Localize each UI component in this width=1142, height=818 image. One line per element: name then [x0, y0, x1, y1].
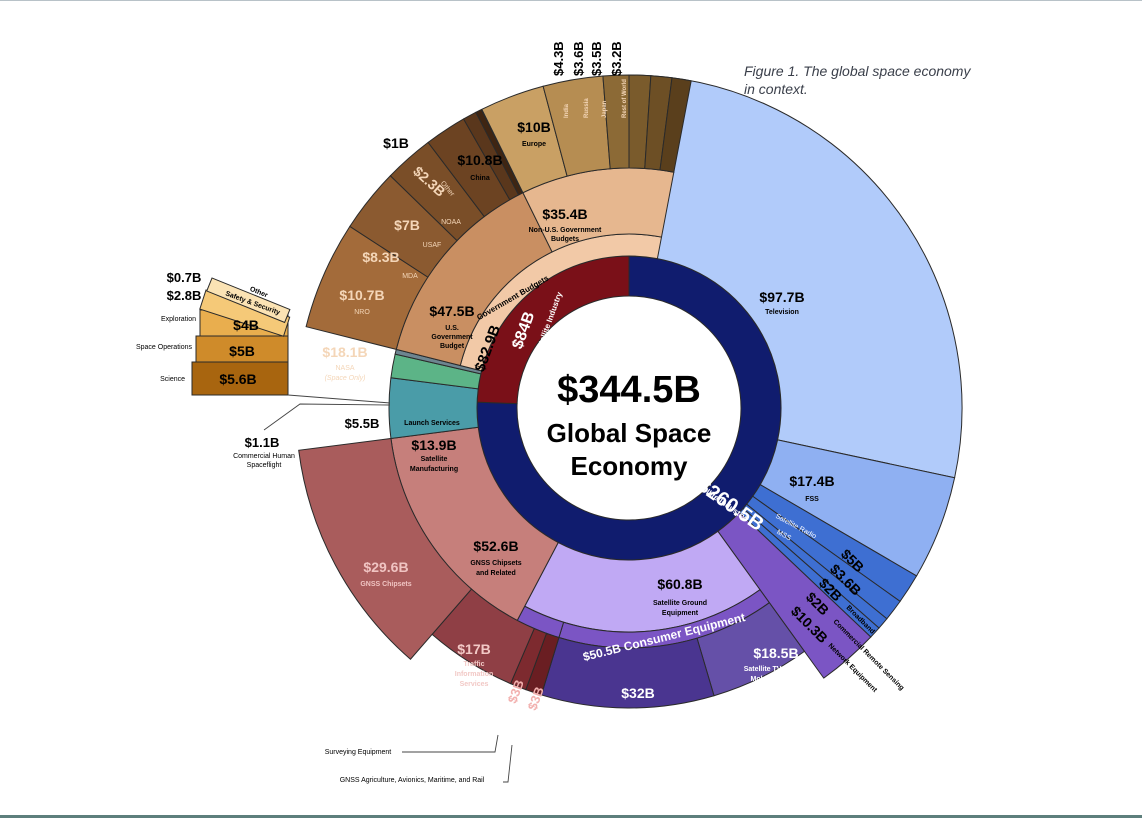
center-label-line1: Global Space: [547, 418, 712, 448]
label-traffic-name1: Traffic: [463, 661, 484, 668]
label-country-name-0: India: [564, 103, 570, 118]
label-nasa-other-value: $0.7B: [167, 270, 202, 285]
label-television-value: $97.7B: [759, 289, 804, 305]
label-nasa-safety-value: $2.8B: [167, 288, 202, 303]
label-ground-name1: Satellite Ground: [653, 600, 707, 607]
label-traffic-name2: Information: [455, 671, 494, 678]
bottom-rule: [0, 815, 1142, 818]
label-gnss-related-name1: GNSS Chipsets: [470, 560, 521, 567]
label-gnss-ag-name: GNSS Agriculture, Avionics, Maritime, an…: [340, 777, 485, 784]
label-nav-name2: and In-Vehicle Systems: [599, 719, 677, 726]
label-country-name-3: Rest of World: [622, 79, 628, 118]
label-tv-dishes-name2: Mobile Satellite: [751, 676, 802, 683]
label-europe-value: $10B: [517, 119, 550, 135]
label-television-name: Television: [765, 309, 799, 316]
label-country-value-3: $3.2B: [609, 41, 624, 76]
segment-nasa-science: [191, 361, 289, 396]
label-agency-other-value: $1B: [383, 135, 409, 151]
figure-caption: Figure 1. The global space economy in co…: [744, 63, 971, 97]
label-china-name: China: [470, 175, 490, 182]
label-nonus-name1: Non-U.S. Government: [529, 227, 602, 234]
label-fss-value: $17.4B: [789, 473, 834, 489]
segment-nasa-other: [206, 277, 291, 324]
label-fss-name: FSS: [805, 496, 819, 503]
label-gnss-chipsets-name: GNSS Chipsets: [360, 581, 411, 588]
segment-gnss-chipsets: [298, 437, 473, 660]
label-europe-name: Europe: [522, 141, 546, 148]
label-nav-value: $32B: [621, 685, 654, 701]
label-human-name1: Commercial Human: [233, 453, 295, 460]
label-usaf-name: USAF: [423, 242, 442, 249]
connector-human-spaceflight: [263, 403, 391, 431]
center-total: $344.5B: [557, 369, 701, 411]
label-usaf-value: $7B: [394, 217, 420, 233]
label-nro-name: NRO: [354, 309, 370, 316]
top-rule: [0, 0, 1142, 1]
label-tv-dishes-name1: Satellite TV Dishes,: [744, 666, 809, 673]
label-nasa-ops-value: $5B: [229, 343, 255, 359]
label-gnss-related-name2: and Related: [476, 570, 516, 577]
label-mda-name: MDA: [402, 273, 418, 280]
label-ground-value: $60.8B: [657, 576, 702, 592]
label-country-name-2: Japan: [602, 100, 608, 118]
label-nasa-exploration-name: Exploration: [161, 316, 196, 323]
label-tv-dishes-name3: Terminals, etc.: [752, 686, 801, 693]
label-nasa-science-value: $5.6B: [219, 371, 256, 387]
label-tv-dishes-value: $18.5B: [753, 645, 798, 661]
label-us-gov-value: $47.5B: [429, 303, 474, 319]
label-human-value: $1.1B: [245, 435, 280, 450]
label-ground-name2: Equipment: [662, 610, 699, 617]
label-country-value-2: $3.5B: [589, 41, 604, 76]
label-manufacturing-name1: Satellite: [421, 456, 448, 463]
label-human-name2: Spaceflight: [247, 462, 282, 469]
label-nonus-value: $35.4B: [542, 206, 587, 222]
label-mda-value: $8.3B: [362, 249, 399, 265]
connector-nasa-breakdown: [287, 394, 391, 404]
label-country-value-0: $4.3B: [551, 41, 566, 76]
label-nasa-exploration-value: $4B: [233, 317, 259, 333]
label-noaa-name: NOAA: [441, 219, 461, 226]
segment-country-rest-of-world: [659, 77, 692, 173]
center-label-line2: Economy: [570, 451, 688, 481]
label-nasa-ops-name: Space Operations: [136, 344, 193, 351]
label-nonus-name2: Budgets: [551, 236, 579, 243]
label-nasa-value: $18.1B: [322, 344, 367, 360]
label-nro-value: $10.7B: [339, 287, 384, 303]
label-us-gov-name3: Budget: [440, 343, 465, 350]
label-traffic-name3: Services: [460, 681, 489, 688]
label-gnss-related-value: $52.6B: [473, 538, 518, 554]
label-us-gov-name2: Government: [431, 334, 473, 341]
label-manufacturing-value: $13.9B: [411, 437, 456, 453]
label-china-value: $10.8B: [457, 152, 502, 168]
connector-surveying: [402, 734, 499, 753]
label-nasa-name: NASA: [335, 365, 354, 372]
label-country-value-1: $3.6B: [571, 41, 586, 76]
label-traffic-value: $17B: [457, 641, 490, 657]
label-launch-name: Launch Services: [404, 420, 460, 427]
label-gnss-chipsets-value: $29.6B: [363, 559, 408, 575]
label-launch-value: $5.5B: [345, 416, 380, 431]
label-manufacturing-name2: Manufacturing: [410, 466, 458, 473]
label-nasa-science-name: Science: [160, 376, 185, 383]
label-us-gov-name1: U.S.: [445, 325, 459, 332]
segment-nasa-space-operations: [195, 335, 289, 363]
label-nav-name1: Personal Navigation Devices: [590, 709, 686, 716]
label-surveying-name: Surveying Equipment: [325, 749, 392, 756]
connector-gnss-ag: [503, 744, 513, 783]
segment-television: [628, 74, 963, 479]
label-nasa-sub: (Space Only): [325, 375, 366, 382]
label-country-name-1: Russia: [584, 98, 590, 118]
